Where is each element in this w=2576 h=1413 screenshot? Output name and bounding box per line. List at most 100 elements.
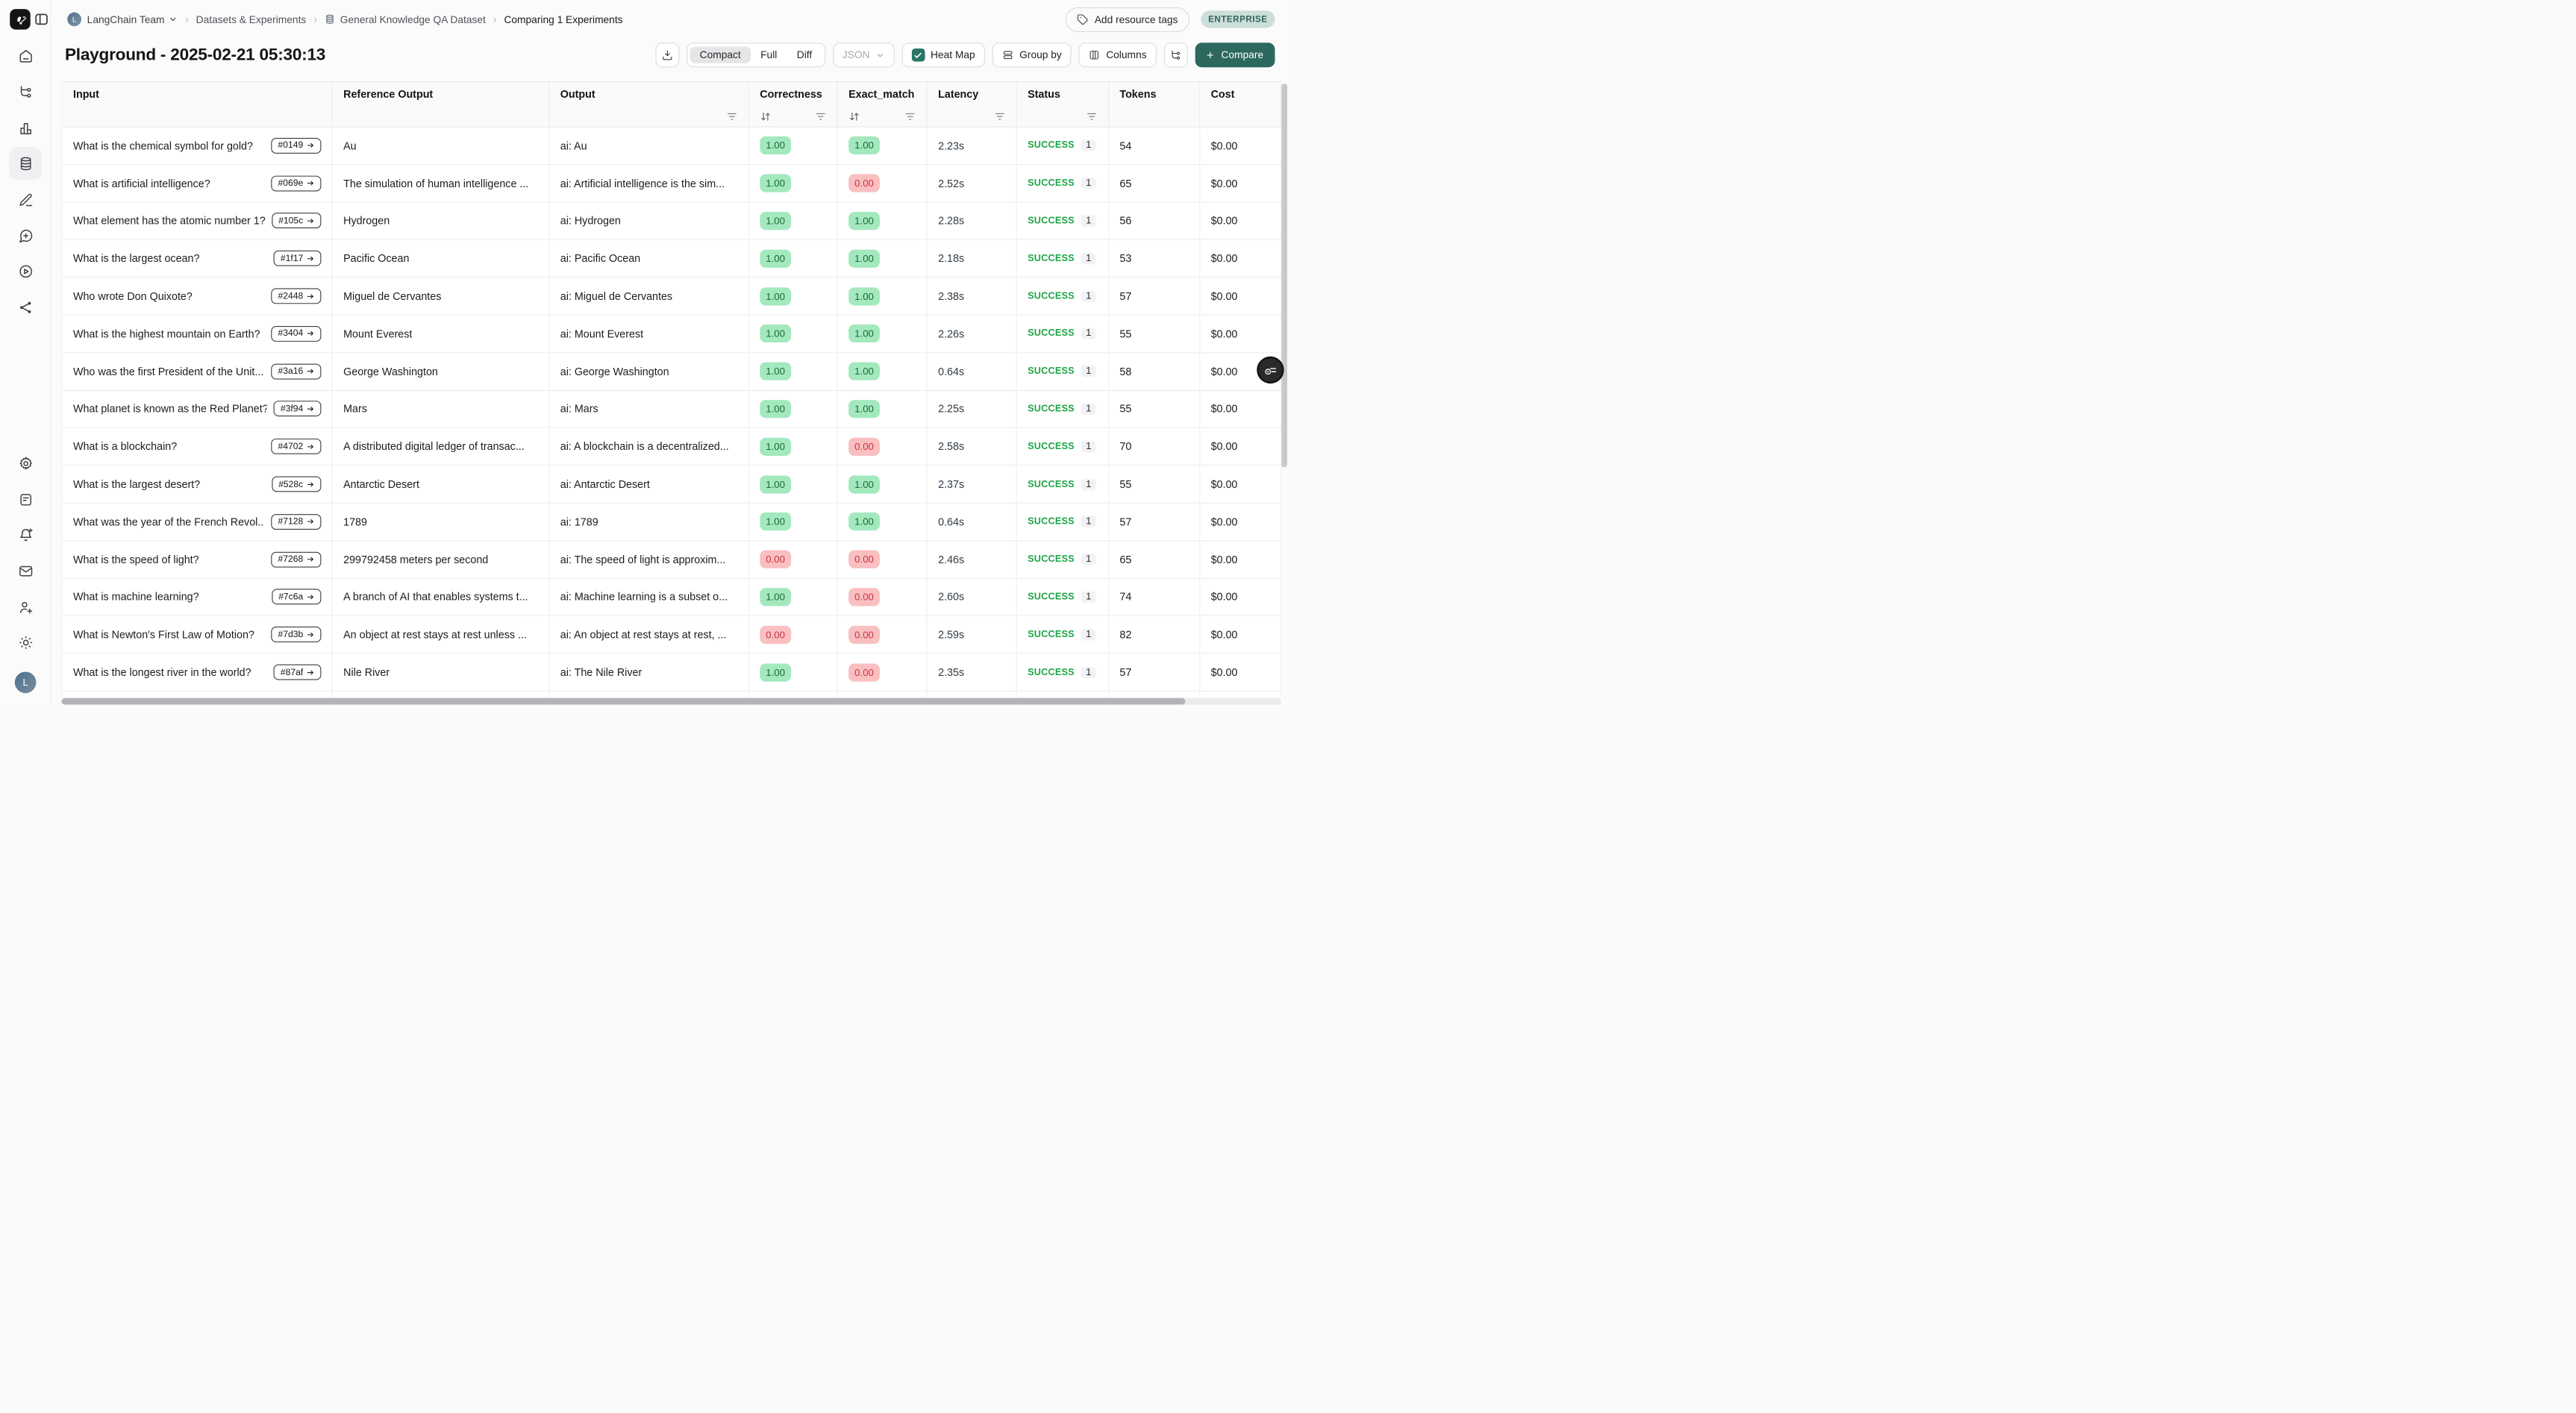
exact-match-cell[interactable]: 1.00 xyxy=(838,128,928,164)
filter-icon[interactable] xyxy=(994,111,1005,122)
input-cell[interactable]: What is machine learning?#7c6a xyxy=(63,579,333,615)
table-row[interactable]: What was the year of the French Revol...… xyxy=(63,504,1282,541)
trace-view-button[interactable] xyxy=(1164,43,1188,67)
example-id-chip[interactable]: #7d3b xyxy=(272,627,322,642)
column-header-input[interactable]: Input xyxy=(63,82,333,126)
sidebar-item-datasets[interactable] xyxy=(9,147,42,180)
output-cell[interactable]: ai: Hydrogen xyxy=(549,202,748,239)
output-cell[interactable]: ai: Machine learning is a subset o... xyxy=(549,579,748,615)
view-mode-compact[interactable]: Compact xyxy=(690,47,750,63)
correctness-cell[interactable]: 1.00 xyxy=(749,240,838,277)
exact-match-cell[interactable]: 1.00 xyxy=(838,202,928,239)
exact-match-cell[interactable]: 1.00 xyxy=(838,466,928,502)
sidebar-item-mail[interactable] xyxy=(9,554,42,587)
sidebar-item-annotation[interactable] xyxy=(9,183,42,216)
sidebar-item-playground[interactable] xyxy=(9,254,42,287)
output-cell[interactable]: ai: Antarctic Desert xyxy=(549,466,748,502)
breadcrumb-dataset-name[interactable]: General Knowledge QA Dataset xyxy=(340,13,486,25)
example-id-chip[interactable]: #1f17 xyxy=(274,251,321,266)
sidebar-item-graph[interactable] xyxy=(9,291,42,324)
exact-match-cell[interactable]: 0.00 xyxy=(838,616,928,653)
correctness-cell[interactable]: 0.00 xyxy=(749,616,838,653)
output-cell[interactable]: ai: George Washington xyxy=(549,353,748,389)
reference-output-cell[interactable]: Nile River xyxy=(333,654,550,690)
input-cell[interactable]: What is a blockchain?#4702 xyxy=(63,428,333,465)
sidebar-item-tracing[interactable] xyxy=(9,75,42,108)
reference-output-cell[interactable]: The simulation of human intelligence ... xyxy=(333,165,550,201)
output-cell[interactable]: ai: Artificial intelligence is the sim..… xyxy=(549,165,748,201)
exact-match-cell[interactable]: 1.00 xyxy=(838,240,928,277)
example-id-chip[interactable]: #2448 xyxy=(272,288,322,304)
sidebar-item-settings[interactable] xyxy=(9,447,42,480)
table-row[interactable]: What is the largest desert?#528c Antarct… xyxy=(63,466,1282,503)
sidebar-toggle-icon[interactable] xyxy=(34,11,49,27)
column-header-exact-match[interactable]: Exact_match xyxy=(838,82,928,126)
example-id-chip[interactable]: #528c xyxy=(272,477,321,492)
group-by-button[interactable]: Group by xyxy=(992,43,1072,67)
filter-icon[interactable] xyxy=(1086,111,1097,122)
example-id-chip[interactable]: #0149 xyxy=(272,138,322,154)
reference-output-cell[interactable]: Mount Everest xyxy=(333,316,550,352)
sidebar-item-monitoring[interactable] xyxy=(9,112,42,145)
compare-button[interactable]: + Compare xyxy=(1195,43,1275,67)
langsmith-logo[interactable] xyxy=(10,9,31,30)
reference-output-cell[interactable]: Mars xyxy=(333,391,550,427)
chevron-down-icon[interactable] xyxy=(169,15,178,24)
output-cell[interactable]: ai: Mount Everest xyxy=(549,316,748,352)
output-cell[interactable]: ai: An object at rest stays at rest, ... xyxy=(549,616,748,653)
input-cell[interactable]: Who wrote Don Quixote?#2448 xyxy=(63,278,333,314)
input-cell[interactable]: What is artificial intelligence?#069e xyxy=(63,165,333,201)
exact-match-cell[interactable]: 1.00 xyxy=(838,353,928,389)
table-row[interactable]: What is the highest mountain on Earth?#3… xyxy=(63,316,1282,353)
filter-icon[interactable] xyxy=(815,111,826,122)
vertical-scrollbar-thumb[interactable] xyxy=(1281,84,1287,467)
correctness-cell[interactable]: 1.00 xyxy=(749,202,838,239)
reference-output-cell[interactable]: Pacific Ocean xyxy=(333,240,550,277)
input-cell[interactable]: What planet is known as the Red Planet?#… xyxy=(63,391,333,427)
exact-match-cell[interactable]: 0.00 xyxy=(838,165,928,201)
sidebar-item-feedback[interactable] xyxy=(9,219,42,252)
table-row[interactable]: What planet is known as the Red Planet?#… xyxy=(63,391,1282,428)
reference-output-cell[interactable]: Hydrogen xyxy=(333,202,550,239)
correctness-cell[interactable]: 1.00 xyxy=(749,466,838,502)
sidebar-item-home[interactable] xyxy=(9,40,42,72)
example-id-chip[interactable]: #4702 xyxy=(272,439,322,454)
example-id-chip[interactable]: #7268 xyxy=(272,551,322,567)
example-id-chip[interactable]: #3f94 xyxy=(274,401,321,417)
horizontal-scrollbar-thumb[interactable] xyxy=(62,698,1186,705)
example-id-chip[interactable]: #7128 xyxy=(272,514,322,530)
correctness-cell[interactable]: 1.00 xyxy=(749,316,838,352)
sort-icon[interactable] xyxy=(848,111,860,122)
table-row[interactable]: What is the longest river in the world?#… xyxy=(63,654,1282,691)
columns-button[interactable]: Columns xyxy=(1079,43,1157,67)
correctness-cell[interactable]: 1.00 xyxy=(749,278,838,314)
example-id-chip[interactable]: #3404 xyxy=(272,326,322,342)
input-cell[interactable]: What is the largest desert?#528c xyxy=(63,466,333,502)
sidebar-item-notifications[interactable] xyxy=(9,518,42,551)
output-cell[interactable]: ai: Miguel de Cervantes xyxy=(549,278,748,314)
column-header-cost[interactable]: Cost xyxy=(1200,82,1281,126)
correctness-cell[interactable]: 0.00 xyxy=(749,541,838,577)
input-cell[interactable]: What is the highest mountain on Earth?#3… xyxy=(63,316,333,352)
sort-icon[interactable] xyxy=(760,111,771,122)
column-header-correctness[interactable]: Correctness xyxy=(749,82,838,126)
output-cell[interactable]: ai: Pacific Ocean xyxy=(549,240,748,277)
correctness-cell[interactable]: 1.00 xyxy=(749,504,838,540)
correctness-cell[interactable]: 1.00 xyxy=(749,128,838,164)
reference-output-cell[interactable]: Au xyxy=(333,128,550,164)
input-cell[interactable]: What is the speed of light?#7268 xyxy=(63,541,333,577)
input-cell[interactable]: What is the chemical symbol for gold?#01… xyxy=(63,128,333,164)
filter-icon[interactable] xyxy=(904,111,916,122)
table-row[interactable]: What is machine learning?#7c6a A branch … xyxy=(63,579,1282,616)
example-id-chip[interactable]: #87af xyxy=(274,665,321,680)
table-row[interactable]: Who was the first President of the Unit.… xyxy=(63,353,1282,390)
output-cell[interactable]: ai: Au xyxy=(549,128,748,164)
correctness-cell[interactable]: 1.00 xyxy=(749,654,838,690)
view-mode-diff[interactable]: Diff xyxy=(787,47,822,63)
column-header-tokens[interactable]: Tokens xyxy=(1109,82,1200,126)
output-cell[interactable]: ai: The Nile River xyxy=(549,654,748,690)
add-resource-tags-button[interactable]: Add resource tags xyxy=(1066,7,1189,31)
example-id-chip[interactable]: #7c6a xyxy=(272,589,321,605)
exact-match-cell[interactable]: 0.00 xyxy=(838,579,928,615)
heatmap-checkbox[interactable] xyxy=(912,48,925,62)
